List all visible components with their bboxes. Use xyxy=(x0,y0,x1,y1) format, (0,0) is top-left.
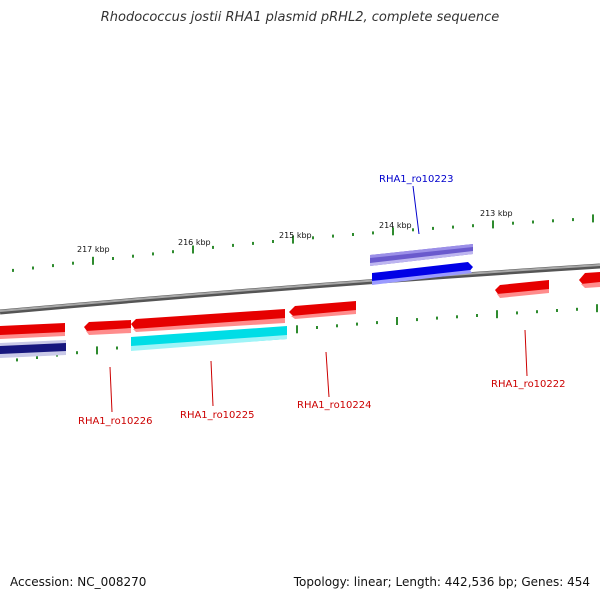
map-title: Rhodococcus jostii RHA1 plasmid pRHL2, c… xyxy=(100,10,500,25)
kbp-label-213: 213 kbp xyxy=(480,209,513,218)
gene-left-edge[interactable] xyxy=(0,323,65,339)
kbp-label-214: 214 kbp xyxy=(379,221,412,230)
topology-stats-text: Topology: linear; Length: 442,536 bp; Ge… xyxy=(293,575,590,589)
gene-label-ro10224[interactable]: RHA1_ro10224 xyxy=(297,400,372,411)
gene-ro10223-rna[interactable] xyxy=(370,244,473,266)
feature-cyan[interactable] xyxy=(131,326,287,351)
leader-ro10222 xyxy=(524,329,528,377)
gene-label-ro10223[interactable]: RHA1_ro10223 xyxy=(379,174,454,185)
gene-label-ro10226[interactable]: RHA1_ro10226 xyxy=(78,416,153,427)
gene-ro10224[interactable] xyxy=(289,301,356,319)
gene-label-ro10222[interactable]: RHA1_ro10222 xyxy=(491,379,566,390)
accession-text: Accession: NC_008270 xyxy=(10,575,147,589)
outer-tick-ring xyxy=(12,214,594,272)
leader-ro10226 xyxy=(109,366,113,413)
leader-ro10223 xyxy=(412,185,420,235)
kbp-label-216: 216 kbp xyxy=(178,238,211,247)
leader-ro10224 xyxy=(325,351,330,398)
gene-label-ro10225[interactable]: RHA1_ro10225 xyxy=(180,410,255,421)
kbp-label-217: 217 kbp xyxy=(77,245,110,254)
feature-navy-left[interactable] xyxy=(0,340,66,358)
gene-ro10225[interactable] xyxy=(131,309,285,332)
gene-ro10226[interactable] xyxy=(84,320,131,335)
leader-ro10225 xyxy=(210,360,214,407)
kbp-label-215: 215 kbp xyxy=(279,231,312,240)
gene-ro10222[interactable] xyxy=(495,280,549,298)
sequence-backbone-highlight xyxy=(0,264,600,312)
gene-right-edge[interactable] xyxy=(579,272,600,288)
gene-ro10223[interactable] xyxy=(372,262,473,285)
